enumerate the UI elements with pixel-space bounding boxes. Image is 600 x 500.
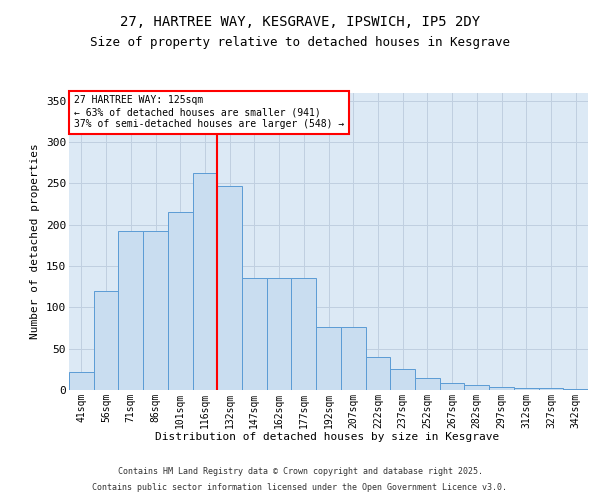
Text: Contains public sector information licensed under the Open Government Licence v3: Contains public sector information licen… — [92, 483, 508, 492]
Bar — [464, 385, 489, 390]
Bar — [94, 291, 118, 390]
Text: Size of property relative to detached houses in Kesgrave: Size of property relative to detached ho… — [90, 36, 510, 49]
Bar — [118, 230, 143, 390]
Bar — [217, 186, 242, 390]
Bar — [168, 212, 193, 390]
Bar — [193, 172, 217, 390]
Text: 27 HARTREE WAY: 125sqm
← 63% of detached houses are smaller (941)
37% of semi-de: 27 HARTREE WAY: 125sqm ← 63% of detached… — [74, 96, 344, 128]
Bar — [365, 357, 390, 390]
Bar — [489, 386, 514, 390]
Bar — [539, 388, 563, 390]
Text: Contains HM Land Registry data © Crown copyright and database right 2025.: Contains HM Land Registry data © Crown c… — [118, 467, 482, 476]
Bar — [267, 278, 292, 390]
Text: 27, HARTREE WAY, KESGRAVE, IPSWICH, IP5 2DY: 27, HARTREE WAY, KESGRAVE, IPSWICH, IP5 … — [120, 16, 480, 30]
Bar — [563, 389, 588, 390]
Y-axis label: Number of detached properties: Number of detached properties — [31, 144, 40, 339]
Bar — [440, 384, 464, 390]
Bar — [316, 327, 341, 390]
Bar — [390, 370, 415, 390]
Bar — [415, 378, 440, 390]
Bar — [143, 230, 168, 390]
Bar — [341, 327, 365, 390]
Bar — [242, 278, 267, 390]
Text: Distribution of detached houses by size in Kesgrave: Distribution of detached houses by size … — [155, 432, 499, 442]
Bar — [69, 372, 94, 390]
Bar — [292, 278, 316, 390]
Bar — [514, 388, 539, 390]
